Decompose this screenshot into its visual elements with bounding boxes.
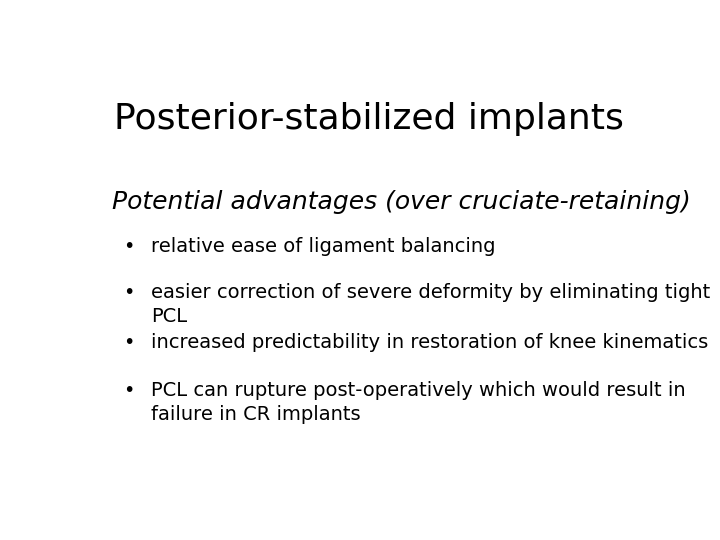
Text: •: • [123, 238, 135, 256]
Text: Potential advantages (over cruciate-retaining): Potential advantages (over cruciate-reta… [112, 190, 691, 213]
Text: increased predictability in restoration of knee kinematics: increased predictability in restoration … [151, 333, 708, 352]
Text: Posterior-stabilized implants: Posterior-stabilized implants [114, 102, 624, 136]
Text: •: • [123, 333, 135, 352]
Text: PCL can rupture post-operatively which would result in
failure in CR implants: PCL can rupture post-operatively which w… [151, 381, 686, 424]
Text: relative ease of ligament balancing: relative ease of ligament balancing [151, 238, 496, 256]
Text: •: • [123, 381, 135, 400]
Text: •: • [123, 283, 135, 302]
Text: easier correction of severe deformity by eliminating tight
PCL: easier correction of severe deformity by… [151, 283, 711, 326]
